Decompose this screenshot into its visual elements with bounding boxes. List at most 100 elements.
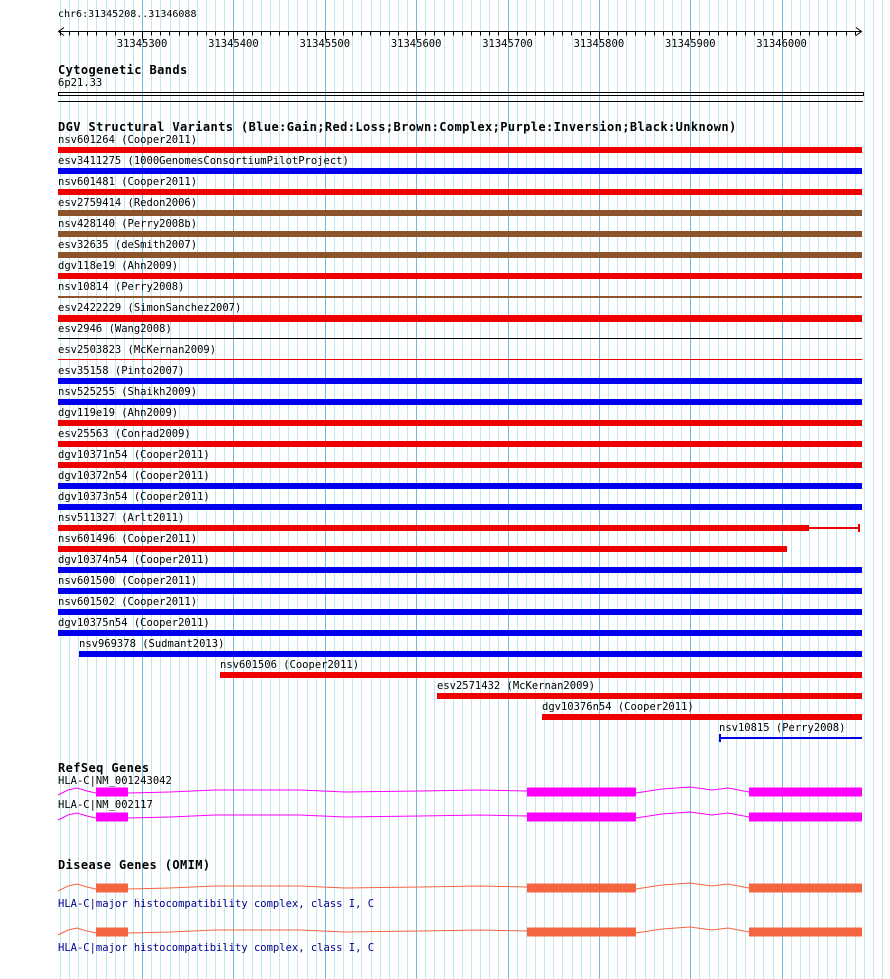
grid-line-minor — [681, 0, 683, 979]
variant-bar[interactable] — [79, 651, 862, 657]
variant-label[interactable]: nsv10814 (Perry2008) — [58, 281, 185, 293]
variant-label[interactable]: dgv10373n54 (Cooper2011) — [58, 491, 210, 503]
variant-bar[interactable] — [58, 483, 862, 489]
variant-label[interactable]: esv2759414 (Redon2006) — [58, 197, 198, 209]
variant-label[interactable]: dgv10372n54 (Cooper2011) — [58, 470, 210, 482]
variant-bar[interactable] — [58, 525, 809, 531]
omim-gene-label[interactable]: HLA-C|major histocompatibility complex, … — [58, 942, 375, 954]
grid-line-major — [690, 0, 692, 979]
variant-bar[interactable] — [58, 252, 862, 258]
variant-bar[interactable] — [58, 378, 862, 384]
grid-line-minor — [763, 0, 765, 979]
exon-box[interactable] — [527, 787, 636, 797]
variant-label[interactable]: esv2422229 (SimonSanchez2007) — [58, 302, 242, 314]
grid-line-minor — [69, 0, 70, 979]
variant-label[interactable]: nsv601496 (Cooper2011) — [58, 533, 198, 545]
variant-label[interactable]: nsv601481 (Cooper2011) — [58, 176, 198, 188]
grid-line-minor — [306, 0, 308, 979]
variant-label[interactable]: nsv428140 (Perry2008b) — [58, 218, 198, 230]
variant-bar[interactable] — [58, 231, 862, 237]
refseq-gene-model[interactable] — [0, 784, 890, 800]
refseq-gene-label[interactable]: HLA-C|NM_001243042 — [58, 775, 172, 787]
variant-bar[interactable] — [58, 546, 787, 552]
variant-bar[interactable] — [437, 693, 862, 699]
variant-bar[interactable] — [58, 588, 862, 594]
variant-label[interactable]: esv2503823 (McKernan2009) — [58, 344, 217, 356]
ruler-right-arrow-icon — [855, 27, 863, 36]
variant-label[interactable]: dgv10375n54 (Cooper2011) — [58, 617, 210, 629]
variant-label[interactable]: esv2571432 (McKernan2009) — [437, 680, 596, 692]
exon-box[interactable] — [96, 927, 128, 937]
variant-label[interactable]: dgv119e19 (Ahn2009) — [58, 407, 179, 419]
variant-bar[interactable] — [858, 524, 860, 532]
ruler-tick-label: 31345800 — [574, 38, 625, 50]
variant-label[interactable]: nsv511327 (Arlt2011) — [58, 512, 185, 524]
variant-bar[interactable] — [58, 420, 862, 426]
grid-line-minor — [854, 0, 856, 979]
exon-box[interactable] — [749, 787, 862, 797]
omim-section-title: Disease Genes (OMIM) — [58, 858, 211, 872]
variant-bar[interactable] — [58, 315, 862, 322]
variant-bar[interactable] — [719, 737, 862, 739]
exon-box[interactable] — [527, 883, 636, 893]
exon-box[interactable] — [96, 812, 128, 822]
omim-gene-label[interactable]: HLA-C|major histocompatibility complex, … — [58, 898, 375, 910]
cytoband-box[interactable] — [58, 92, 864, 96]
variant-label[interactable]: esv32635 (deSmith2007) — [58, 239, 198, 251]
variant-label[interactable]: nsv601502 (Cooper2011) — [58, 596, 198, 608]
omim-gene-model[interactable] — [0, 924, 890, 940]
variant-bar[interactable] — [58, 399, 862, 405]
refseq-gene-label[interactable]: HLA-C|NM_002117 — [58, 799, 153, 811]
grid-line-minor — [78, 0, 80, 979]
dgv-section-title: DGV Structural Variants (Blue:Gain;Red:L… — [58, 120, 737, 134]
exon-box[interactable] — [96, 883, 128, 893]
cytoband-label[interactable]: 6p21.33 — [58, 77, 103, 89]
exon-box[interactable] — [749, 927, 862, 937]
variant-bar[interactable] — [58, 296, 862, 298]
variant-bar[interactable] — [58, 630, 862, 636]
variant-bar[interactable] — [58, 338, 862, 339]
variant-bar[interactable] — [58, 210, 862, 216]
refseq-gene-model[interactable] — [0, 809, 890, 825]
variant-label[interactable]: dgv10376n54 (Cooper2011) — [542, 701, 694, 713]
variant-bar[interactable] — [58, 273, 862, 279]
grid-line-minor — [553, 0, 555, 979]
variant-label[interactable]: esv2946 (Wang2008) — [58, 323, 172, 335]
variant-bar[interactable] — [58, 189, 862, 195]
grid-line-minor — [132, 0, 134, 979]
variant-bar[interactable] — [58, 147, 862, 153]
variant-label[interactable]: dgv10374n54 (Cooper2011) — [58, 554, 210, 566]
grid-line-minor — [498, 0, 500, 979]
variant-label[interactable]: dgv10371n54 (Cooper2011) — [58, 449, 210, 461]
variant-label[interactable]: dgv118e19 (Ahn2009) — [58, 260, 179, 272]
grid-line-minor — [434, 0, 436, 979]
variant-label[interactable]: nsv601264 (Cooper2011) — [58, 134, 198, 146]
variant-bar[interactable] — [58, 441, 862, 447]
exon-box[interactable] — [749, 883, 862, 893]
variant-bar[interactable] — [809, 527, 858, 529]
intron-line — [127, 814, 528, 819]
variant-bar[interactable] — [58, 504, 862, 510]
variant-bar[interactable] — [58, 168, 862, 174]
variant-bar[interactable] — [58, 462, 862, 468]
variant-bar[interactable] — [58, 359, 862, 360]
omim-gene-model[interactable] — [0, 880, 890, 896]
exon-box[interactable] — [749, 812, 862, 822]
variant-bar[interactable] — [58, 609, 862, 615]
variant-label[interactable]: nsv601506 (Cooper2011) — [220, 659, 360, 671]
grid-line-minor — [352, 0, 354, 979]
grid-line-minor — [562, 0, 564, 979]
variant-label[interactable]: nsv969378 (Sudmant2013) — [79, 638, 225, 650]
variant-bar[interactable] — [542, 714, 862, 720]
variant-label[interactable]: esv3411275 (1000GenomesConsortiumPilotPr… — [58, 155, 349, 167]
variant-label[interactable]: esv25563 (Conrad2009) — [58, 428, 191, 440]
exon-box[interactable] — [527, 927, 636, 937]
variant-label[interactable]: nsv601500 (Cooper2011) — [58, 575, 198, 587]
variant-label[interactable]: esv35158 (Pinto2007) — [58, 365, 185, 377]
variant-label[interactable]: nsv525255 (Shaikh2009) — [58, 386, 198, 398]
variant-bar[interactable] — [220, 672, 862, 678]
variant-bar[interactable] — [58, 567, 862, 573]
exon-box[interactable] — [527, 812, 636, 822]
variant-label[interactable]: nsv10815 (Perry2008) — [719, 722, 846, 734]
exon-box[interactable] — [96, 787, 128, 797]
